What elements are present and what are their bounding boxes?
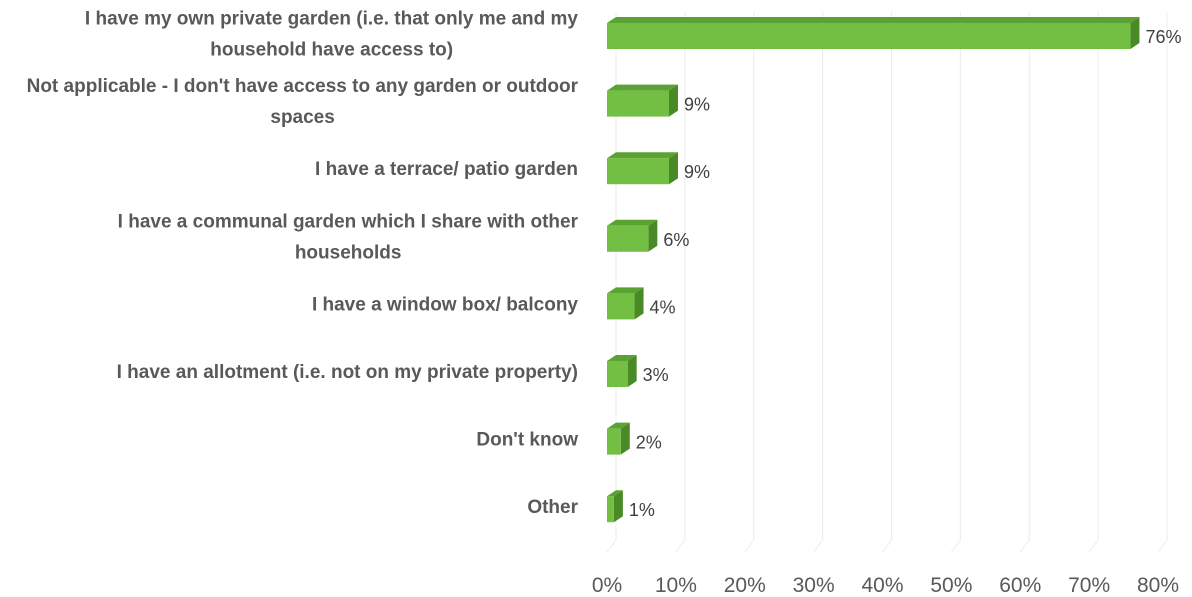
- x-tick-label: 40%: [861, 574, 903, 597]
- x-tick-label: 0%: [592, 574, 622, 597]
- gridline-depth: [606, 539, 617, 553]
- category-label: Not applicable - I don't have access to …: [27, 76, 579, 97]
- value-labels: 76% 9% 9% 6% 4% 3% 2% 1%: [629, 27, 1182, 520]
- x-axis-tick-labels: 0% 10% 20% 30% 40% 50% 60% 70% 80%: [592, 574, 1179, 597]
- x-tick-label: 60%: [999, 574, 1041, 597]
- bar-top-face: [607, 152, 678, 159]
- value-label: 4%: [650, 297, 676, 317]
- x-tick-label: 70%: [1068, 574, 1110, 597]
- bar-top-face: [607, 287, 644, 294]
- bar-front-face: [607, 90, 669, 117]
- category-label: households: [295, 242, 402, 263]
- bar-side-face: [620, 422, 630, 455]
- bar-top-face: [607, 84, 678, 91]
- bar-side-face: [648, 219, 658, 252]
- bar: [607, 490, 623, 523]
- gridline-depth: [675, 539, 686, 553]
- value-label: 9%: [684, 95, 710, 115]
- bars: [607, 17, 1140, 523]
- x-tick-label: 10%: [655, 574, 697, 597]
- category-label: Other: [527, 497, 578, 518]
- bar-front-face: [607, 293, 635, 320]
- bar-side-face: [627, 355, 637, 387]
- bar-side-face: [668, 84, 678, 117]
- bar-front-face: [607, 428, 621, 455]
- bar: [607, 152, 678, 185]
- gridline-depth: [813, 539, 824, 553]
- bar-front-face: [607, 496, 614, 523]
- bar-top-face: [607, 219, 658, 226]
- x-tick-label: 20%: [724, 574, 766, 597]
- bar-side-face: [634, 287, 644, 320]
- bar: [607, 84, 678, 117]
- gridline-depth: [1157, 539, 1168, 553]
- value-label: 6%: [663, 230, 689, 250]
- category-label: household have access to): [210, 40, 453, 61]
- value-label: 2%: [636, 433, 662, 453]
- value-label: 3%: [643, 365, 669, 385]
- category-label: I have a window box/ balcony: [312, 294, 578, 315]
- value-label: 76%: [1145, 27, 1181, 47]
- gridline-depth: [950, 539, 961, 553]
- bar: [607, 287, 644, 320]
- gridline-depth: [1019, 539, 1030, 553]
- bar-front-face: [607, 158, 669, 185]
- bar-side-face: [1130, 17, 1140, 49]
- bar-top-face: [607, 490, 623, 497]
- category-labels: I have my own private garden (i.e. that …: [27, 9, 579, 519]
- x-tick-label: 30%: [793, 574, 835, 597]
- bar-front-face: [607, 23, 1131, 49]
- category-label: spaces: [270, 107, 334, 128]
- gridlines: [606, 12, 1168, 553]
- bar-front-face: [607, 225, 649, 252]
- x-tick-label: 50%: [930, 574, 972, 597]
- bar-front-face: [607, 361, 628, 387]
- bar: [607, 17, 1140, 49]
- bar-top-face: [607, 17, 1140, 23]
- category-label: I have my own private garden (i.e. that …: [85, 9, 579, 30]
- bar-top-face: [607, 355, 637, 361]
- bar: [607, 422, 630, 455]
- bar-side-face: [668, 152, 678, 185]
- gridline-depth: [1088, 539, 1099, 553]
- bar-side-face: [613, 490, 623, 523]
- category-label: I have a communal garden which I share w…: [118, 211, 579, 232]
- gridline-depth: [744, 539, 755, 553]
- gridline-depth: [882, 539, 892, 553]
- category-label: Don't know: [476, 430, 578, 451]
- value-label: 1%: [629, 500, 655, 520]
- category-label: I have a terrace/ patio garden: [315, 159, 578, 180]
- category-label: I have an allotment (i.e. not on my priv…: [117, 362, 578, 383]
- bar: [607, 219, 658, 252]
- x-tick-label: 80%: [1137, 574, 1179, 597]
- value-label: 9%: [684, 162, 710, 182]
- bar: [607, 355, 637, 387]
- bar-top-face: [607, 422, 630, 429]
